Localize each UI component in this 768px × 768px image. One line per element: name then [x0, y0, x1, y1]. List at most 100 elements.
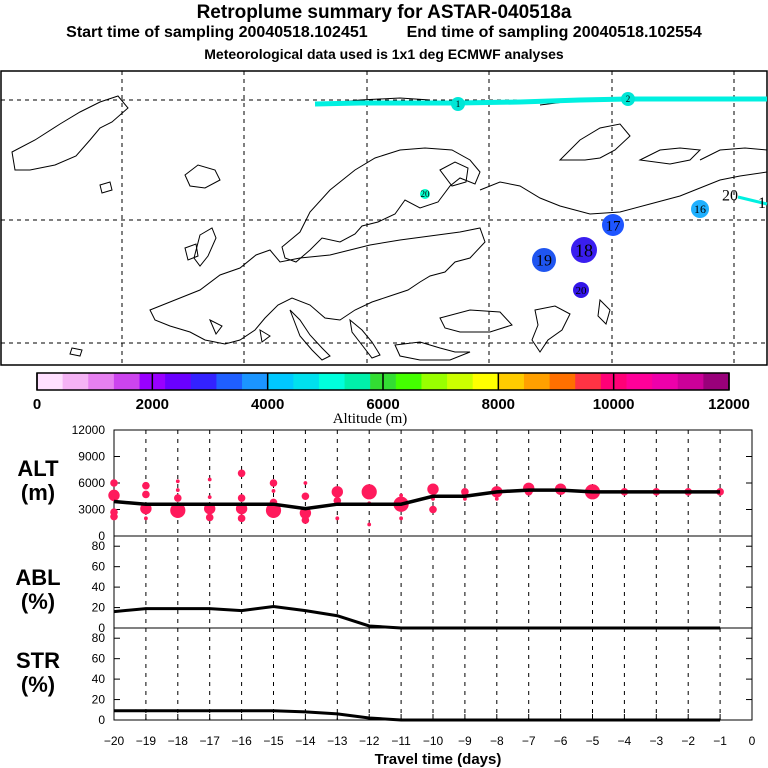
colorbar-segment	[242, 373, 269, 390]
y-tick-label: 80	[92, 631, 106, 645]
alt-point	[205, 513, 214, 522]
y-tick-label: 3000	[78, 503, 105, 517]
x-tick-label: −3	[649, 734, 663, 748]
colorbar-segment	[703, 373, 730, 390]
plume-path-upper	[314, 96, 767, 107]
abl-line	[113, 605, 721, 630]
day-marker-circle	[573, 282, 589, 298]
y-tick-label: 40	[92, 672, 106, 686]
str-unit: (%)	[21, 672, 55, 697]
x-tick-label: −8	[490, 734, 504, 748]
colorbar-segment	[498, 373, 525, 390]
x-tick-label: −13	[327, 734, 348, 748]
alt-point	[461, 488, 469, 496]
colorbar-segment	[421, 373, 448, 390]
x-tick-label: −9	[458, 734, 472, 748]
colorbar-segment	[472, 373, 499, 390]
colorbar-segment	[395, 373, 422, 390]
colorbar-ticks: 0 2000 4000 6000 8000 10000 12000	[33, 373, 750, 413]
day-marker-circle	[571, 237, 597, 263]
colorbar-segment	[677, 373, 704, 390]
colorbar-segment	[447, 373, 474, 390]
alt-point	[207, 495, 212, 500]
colorbar-tick-label: 12000	[708, 396, 750, 413]
str-label: STR	[16, 648, 60, 673]
met-data-note: Meteorological data used is 1x1 deg ECMW…	[204, 46, 564, 62]
map-edge-label: 1	[758, 195, 766, 212]
alt-point	[494, 497, 499, 501]
alt-point	[207, 477, 212, 482]
alt-point	[142, 481, 150, 490]
alt-point	[335, 516, 340, 521]
day-marker-label: 2	[626, 94, 631, 104]
colorbar-tick-label: 6000	[366, 396, 399, 413]
x-tick-label: −17	[200, 734, 221, 748]
y-tick-label: 20	[92, 693, 106, 707]
colorbar-segment	[113, 373, 141, 390]
alt-point	[361, 484, 377, 500]
alt-point	[170, 502, 186, 518]
y-tick-label: 12000	[72, 423, 106, 437]
alt-point	[271, 489, 276, 493]
day-marker-label: 20	[722, 188, 738, 205]
alt-point	[303, 481, 308, 485]
alt-point	[110, 479, 118, 487]
colorbar-segment	[318, 373, 346, 390]
abl-unit: (%)	[21, 589, 55, 614]
x-tick-label: −1	[713, 734, 727, 748]
day-marker-label: 19	[536, 253, 552, 270]
alt-point	[174, 494, 182, 502]
y-tick-label: 0	[98, 529, 105, 543]
y-tick-label: 80	[92, 539, 106, 553]
y-tick-label: 0	[98, 713, 105, 727]
alt-unit: (m)	[21, 480, 55, 505]
x-tick-label: −6	[554, 734, 568, 748]
alt-mean-line	[113, 488, 721, 511]
x-tick-label: −15	[263, 734, 284, 748]
figure-title: Retroplume summary for ASTAR-040518a	[196, 2, 572, 23]
colorbar-tick-label: 2000	[136, 396, 169, 413]
x-tick-label: −2	[681, 734, 695, 748]
day-marker-circle	[420, 189, 430, 199]
alt-point	[399, 493, 403, 498]
x-tick-label: 0	[749, 734, 756, 748]
vertical-gridlines	[145, 430, 721, 720]
day-marker-label: 17	[606, 218, 622, 234]
x-tick-label: −20	[104, 734, 125, 748]
sampling-times: Start time of sampling 20040518.102451 E…	[0, 24, 768, 42]
abl-label: ABL	[15, 565, 60, 590]
x-tick-label: −4	[618, 734, 632, 748]
x-tick-label: −10	[423, 734, 444, 748]
day-marker-label: 16	[694, 202, 706, 216]
day-marker-circle	[621, 92, 635, 106]
altitude-colorbar: 0 2000 4000 6000 8000 10000 12000 Altitude (m)	[33, 372, 750, 427]
colorbar-label: Altitude (m)	[333, 411, 408, 427]
colorbar-segment	[216, 373, 243, 390]
x-axis-title: Travel time (days)	[375, 751, 502, 768]
day-marker-circle	[532, 248, 556, 272]
x-tick-label: −18	[168, 734, 189, 748]
colorbar-segment	[37, 373, 64, 390]
alt-point	[108, 489, 120, 502]
alt-point	[399, 516, 403, 521]
alt-scatter-points	[108, 469, 724, 527]
map-panel: 1 2 20 20 16 17 18 19 20 1	[0, 70, 768, 366]
x-axis-ticks: −20 −19 −18 −17 −16 −15 −14 −13 −12 −11 −10 −9 −8 −7−…	[104, 714, 756, 748]
x-tick-label: −12	[359, 734, 380, 748]
colorbar-segment	[626, 373, 653, 390]
y-tick-label: 40	[92, 580, 106, 594]
colorbar-segment	[523, 373, 551, 390]
map-day-markers: 1 2 20 20 16 17 18 19 20 1	[420, 92, 766, 298]
colorbar-segment	[62, 373, 89, 390]
y-tick-label: 0	[98, 621, 105, 635]
y-tick-label: 60	[92, 560, 106, 574]
alt-point	[429, 505, 437, 514]
alt-point	[301, 492, 310, 501]
alt-point	[237, 469, 246, 478]
y-tick-label: 6000	[78, 476, 105, 490]
alt-point	[110, 512, 118, 521]
